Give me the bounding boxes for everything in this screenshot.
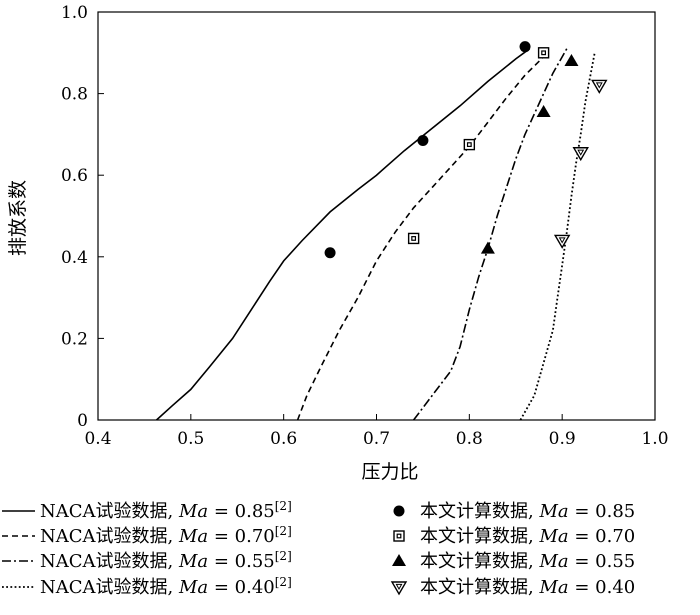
legend-ma: Ma	[538, 526, 568, 547]
y-tick-label: 1.0	[61, 3, 88, 23]
x-tick-label: 0.5	[177, 429, 204, 449]
x-tick-label: 1.0	[641, 429, 668, 449]
data-point-triangle-up	[564, 53, 579, 66]
data-point-triangle-up	[480, 241, 495, 254]
legend-ma: Ma	[178, 577, 208, 598]
legend-ma: Ma	[178, 501, 208, 522]
data-point-square-inner	[541, 50, 546, 56]
data-point-triangle-down-inner	[595, 82, 603, 89]
data-point-square	[537, 47, 550, 59]
data-point-triangle-down-inner	[558, 237, 566, 244]
legend-prefix: 本文计算数据,	[420, 526, 539, 547]
legend-prefix: NACA试验数据,	[40, 501, 179, 522]
legend-entry-marker: 本文计算数据, Ma = 0.70	[420, 526, 635, 547]
legend-ma: Ma	[178, 551, 208, 572]
legend-marker-swatch-inner	[396, 533, 402, 539]
legend-entry-line: NACA试验数据, Ma = 0.55[2]	[40, 549, 292, 572]
x-tick-label: 0.8	[456, 429, 483, 449]
y-axis-title: 排放系数	[7, 180, 29, 256]
legend-reference: [2]	[275, 524, 292, 538]
legend-prefix: NACA试验数据,	[40, 526, 179, 547]
legend-prefix: 本文计算数据,	[420, 551, 539, 572]
legend-prefix: 本文计算数据,	[420, 501, 539, 522]
legend-marker-swatch-inner	[395, 583, 403, 591]
data-point-circle	[324, 247, 336, 259]
series-line-3	[519, 52, 596, 421]
data-point-triangle-up	[536, 104, 551, 117]
data-point-triangle-down-inner	[577, 149, 585, 156]
legend-value: = 0.85	[569, 501, 636, 522]
x-axis-title: 压力比	[361, 461, 418, 483]
legend-prefix: NACA试验数据,	[40, 551, 179, 572]
y-tick-label: 0	[77, 411, 88, 431]
legend-entry-marker: 本文计算数据, Ma = 0.85	[420, 501, 635, 522]
legend: NACA试验数据, Ma = 0.85[2]NACA试验数据, Ma = 0.7…	[2, 499, 635, 598]
y-tick-label: 0.2	[61, 329, 88, 349]
series-line-2	[412, 48, 568, 421]
legend-ma: Ma	[538, 501, 568, 522]
data-point-triangle-down	[553, 234, 571, 249]
data-point-circle	[417, 135, 429, 147]
y-tick-label: 0.8	[61, 85, 88, 105]
legend-ma: Ma	[538, 551, 568, 572]
legend-ma: Ma	[538, 577, 568, 598]
legend-entry-marker: 本文计算数据, Ma = 0.55	[420, 551, 635, 572]
data-point-triangle-down	[591, 79, 608, 94]
legend-value: = 0.70	[208, 526, 275, 547]
legend-value: = 0.70	[569, 526, 636, 547]
legend-value: = 0.55	[569, 551, 636, 572]
data-point-triangle-down	[572, 147, 589, 162]
legend-entry-line: NACA试验数据, Ma = 0.70[2]	[40, 524, 292, 547]
axes: 0.4 0.5 0.6 0.7 0.8 0.9 1.0 0 0.2 0.4 0.6 0.8 1.0	[61, 3, 669, 449]
y-tick-label: 0.6	[61, 166, 88, 186]
data-point-square	[407, 232, 420, 245]
legend-value: = 0.85	[208, 501, 275, 522]
x-tick-label: 0.6	[270, 429, 297, 449]
legend-marker-swatch	[393, 530, 405, 542]
plot-area	[155, 41, 608, 421]
legend-entry-line: NACA试验数据, Ma = 0.40[2]	[40, 575, 292, 598]
legend-value: = 0.40	[569, 577, 636, 598]
data-point-circle	[519, 41, 531, 53]
series-line-1	[296, 56, 545, 421]
y-tick-label: 0.4	[61, 248, 88, 268]
legend-prefix: NACA试验数据,	[40, 577, 179, 598]
x-tick-label: 0.9	[549, 429, 576, 449]
legend-entry-marker: 本文计算数据, Ma = 0.40	[420, 577, 635, 598]
legend-marker-swatch	[392, 554, 406, 566]
legend-entry-line: NACA试验数据, Ma = 0.85[2]	[40, 499, 292, 522]
legend-marker-swatch	[393, 505, 405, 517]
plot-frame	[97, 11, 656, 421]
data-point-square	[463, 138, 476, 151]
x-tick-label: 0.4	[84, 429, 111, 449]
series-line-0	[155, 48, 531, 421]
x-tick-label: 0.7	[363, 429, 390, 449]
legend-prefix: 本文计算数据,	[420, 577, 539, 598]
legend-reference: [2]	[275, 575, 292, 589]
legend-ma: Ma	[178, 526, 208, 547]
data-point-square-inner	[411, 236, 417, 241]
legend-marker-swatch	[390, 581, 408, 596]
legend-reference: [2]	[275, 549, 292, 563]
legend-reference: [2]	[275, 499, 292, 513]
legend-value: = 0.40	[208, 577, 275, 598]
legend-value: = 0.55	[208, 551, 275, 572]
data-point-square-inner	[466, 142, 472, 148]
